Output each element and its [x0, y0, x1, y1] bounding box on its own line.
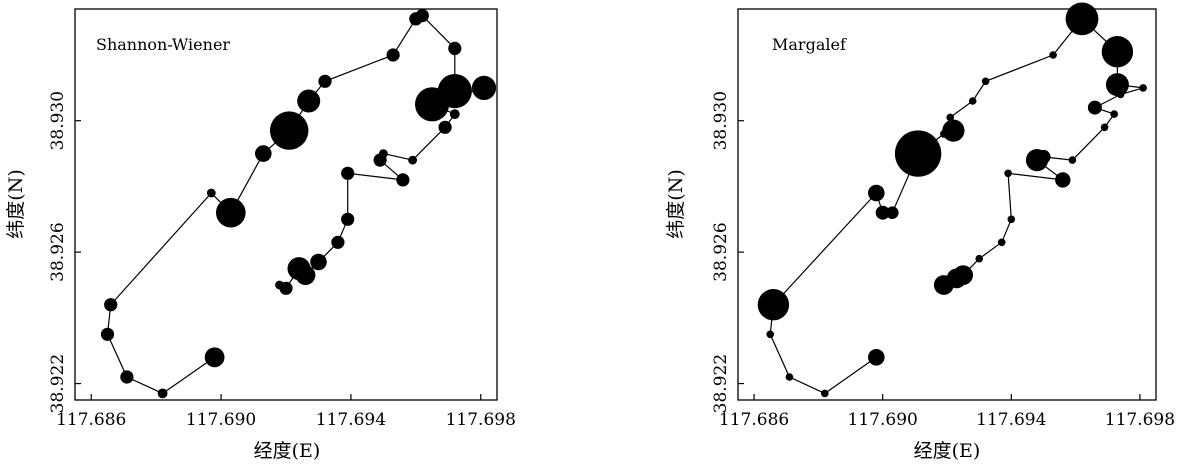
- data-point-5: [868, 184, 885, 202]
- data-point-22: [1100, 123, 1109, 132]
- y-tick-label: 38.922: [711, 354, 731, 413]
- data-point-24: [341, 166, 355, 180]
- data-point-17: [415, 87, 450, 122]
- x-tick-label: 117.694: [316, 410, 386, 430]
- data-point-19: [1116, 90, 1125, 99]
- data-point-14: [1049, 51, 1057, 59]
- data-point-22: [373, 153, 387, 167]
- data-point-16: [1101, 36, 1134, 68]
- data-point-15: [1065, 2, 1099, 36]
- x-tick-label: 117.690: [848, 410, 918, 430]
- data-point-11: [386, 48, 400, 62]
- data-point-18: [449, 109, 460, 119]
- data-point-23: [396, 173, 410, 187]
- data-point-2: [120, 370, 134, 384]
- data-point-26: [1055, 172, 1071, 188]
- x-tick-label: 117.686: [719, 410, 789, 430]
- data-point-4: [104, 298, 118, 312]
- data-point-10: [318, 74, 332, 88]
- x-axis-title: 经度(E): [914, 440, 981, 462]
- data-point-29: [287, 257, 311, 281]
- data-point-26: [331, 235, 345, 249]
- panel-margalef: Margalef 117.686 117.690 117.694 117.698 38…: [665, 2, 1175, 462]
- data-point-20: [1087, 100, 1102, 115]
- x-tick-label: 117.690: [186, 410, 256, 430]
- data-point-25: [1025, 149, 1049, 172]
- x-tick-label: 117.686: [56, 410, 126, 430]
- data-point-7: [254, 145, 272, 162]
- x-tick-label: 117.694: [976, 410, 1046, 430]
- plot-frame: [74, 8, 498, 401]
- data-point-9: [297, 89, 321, 113]
- y-tick-label: 38.930: [48, 91, 68, 150]
- x-axis-title: 经度(E): [254, 440, 321, 462]
- data-point-8: [270, 111, 309, 150]
- data-point-31: [275, 280, 284, 290]
- data-point-17: [1105, 73, 1129, 97]
- x-tick-label: 117.698: [1105, 410, 1175, 430]
- data-point-2: [785, 373, 794, 381]
- y-ticks: 38.922 38.926 38.930: [711, 91, 744, 413]
- data-point-11: [946, 113, 954, 122]
- data-point-21: [1110, 110, 1118, 118]
- data-point-19: [438, 120, 452, 134]
- data-point-18: [1139, 84, 1147, 92]
- y-axis-title: 纬度(N): [5, 169, 27, 238]
- data-point-27: [1004, 169, 1012, 178]
- y-tick-label: 38.926: [711, 222, 731, 281]
- data-point-23: [1068, 156, 1077, 164]
- data-point-29: [997, 238, 1006, 247]
- data-point-0: [204, 347, 225, 368]
- data-point-28: [1007, 215, 1016, 224]
- x-ticks: 117.686 117.690 117.694 117.698: [56, 394, 516, 430]
- y-ticks: 38.922 38.926 38.930: [48, 91, 81, 413]
- panel-title: Margalef: [772, 35, 847, 54]
- data-point-6: [216, 197, 246, 228]
- panel-title: Shannon-Wiener: [96, 35, 230, 54]
- data-point-3: [100, 327, 115, 341]
- data-point-4: [757, 289, 790, 321]
- panel-shannon-wiener: Shannon-Wiener 117.686 117.690 117.694 117.…: [5, 8, 516, 462]
- x-tick-label: 117.698: [446, 410, 516, 430]
- data-point-7: [886, 206, 899, 219]
- data-point-12: [968, 97, 977, 105]
- data-point-6: [875, 205, 890, 220]
- chart-marks: [100, 9, 497, 399]
- x-ticks: 117.686 117.690 117.694 117.698: [719, 394, 1175, 430]
- data-point-33: [933, 275, 954, 295]
- plot-frame: [737, 8, 1157, 401]
- data-point-14: [448, 41, 462, 56]
- data-point-13: [981, 77, 990, 86]
- y-tick-label: 38.930: [711, 91, 731, 150]
- track-line: [106, 14, 485, 395]
- chart-marks: [757, 2, 1147, 398]
- data-point-3: [766, 330, 774, 339]
- y-tick-label: 38.922: [48, 354, 68, 413]
- data-point-27: [310, 253, 327, 271]
- data-point-1: [157, 388, 168, 399]
- y-tick-label: 38.926: [48, 222, 68, 281]
- data-point-25: [341, 212, 355, 226]
- data-point-16: [471, 75, 497, 100]
- data-point-30: [975, 254, 983, 263]
- y-axis-title: 纬度(N): [665, 169, 687, 238]
- track-line: [769, 18, 1144, 395]
- data-point-0: [868, 349, 885, 366]
- data-point-13: [415, 9, 429, 23]
- data-point-10: [942, 119, 965, 142]
- data-point-1: [821, 389, 829, 398]
- data-point-8: [894, 130, 942, 177]
- data-point-5: [206, 188, 216, 198]
- data-point-20: [408, 155, 417, 165]
